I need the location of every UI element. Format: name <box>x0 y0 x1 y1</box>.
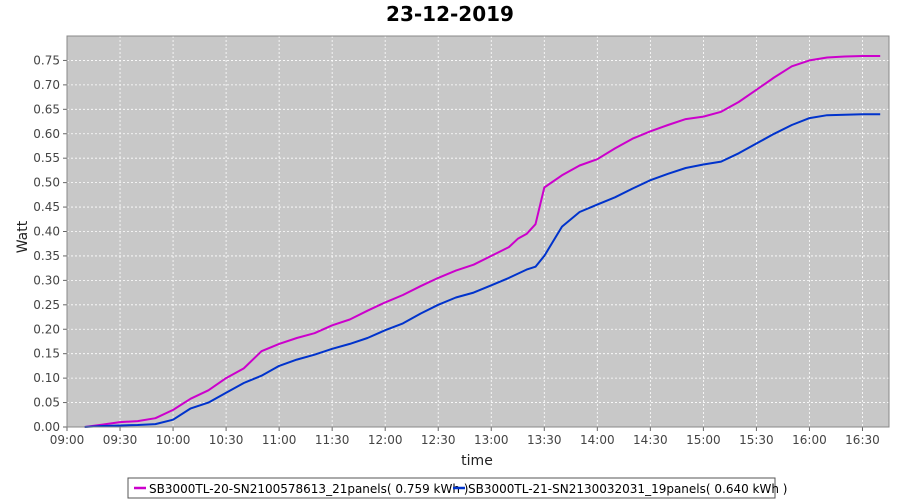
legend-label-2: SB3000TL-21-SN2130032031_19panels( 0.640… <box>468 482 787 496</box>
y-tick-label: 0.75 <box>33 53 60 67</box>
x-tick-label: 11:30 <box>315 433 350 447</box>
x-tick-label: 12:30 <box>421 433 456 447</box>
plot-area <box>67 36 889 427</box>
x-tick-label: 13:30 <box>527 433 562 447</box>
y-tick-label: 0.45 <box>33 200 60 214</box>
y-tick-label: 0.70 <box>33 78 60 92</box>
x-axis-title: time <box>461 453 493 469</box>
x-tick-label: 14:00 <box>580 433 615 447</box>
y-tick-label: 0.20 <box>33 322 60 336</box>
x-tick-label: 12:00 <box>368 433 403 447</box>
y-tick-label: 0.05 <box>33 396 60 410</box>
y-tick-label: 0.50 <box>33 176 60 190</box>
x-tick-label: 09:30 <box>103 433 138 447</box>
legend-box <box>127 477 776 499</box>
y-tick-label: 0.30 <box>33 273 60 287</box>
y-tick-label: 0.15 <box>33 347 60 361</box>
x-tick-label: 10:30 <box>209 433 244 447</box>
x-tick-label: 11:00 <box>262 433 297 447</box>
y-tick-label: 0.35 <box>33 249 60 263</box>
x-tick-label: 15:00 <box>686 433 721 447</box>
y-tick-label: 0.60 <box>33 127 60 141</box>
y-tick-label: 0.00 <box>33 420 60 434</box>
plot-border <box>66 35 890 428</box>
y-tick-label: 0.65 <box>33 102 60 116</box>
axes: 0.00 0.05 0.10 0.15 0.20 0.25 0.30 0.35 0.40 0.45… <box>33 35 890 447</box>
legend-label-1: SB3000TL-20-SN2100578613_21panels( 0.759… <box>149 482 468 496</box>
y-tick-label: 0.25 <box>33 298 60 312</box>
series-lines <box>84 55 881 428</box>
y-tick-label: 0.55 <box>33 151 60 165</box>
y-tick-label: 0.10 <box>33 371 60 385</box>
y-axis-title: Watt <box>15 220 31 253</box>
x-tick-label: 09:00 <box>50 433 85 447</box>
x-tick-label: 13:00 <box>474 433 509 447</box>
x-tick-label: 16:30 <box>845 433 880 447</box>
chart-title: 23-12-2019 <box>386 2 514 26</box>
legend: SB3000TL-20-SN2100578613_21panels( 0.759… <box>127 477 787 499</box>
series-line-1 <box>84 55 881 428</box>
x-tick-label: 15:30 <box>739 433 774 447</box>
x-tick-label: 10:00 <box>156 433 191 447</box>
y-tick-label: 0.40 <box>33 225 60 239</box>
x-tick-label: 16:00 <box>792 433 827 447</box>
series-line-2 <box>84 113 881 428</box>
x-tick-label: 14:30 <box>633 433 668 447</box>
